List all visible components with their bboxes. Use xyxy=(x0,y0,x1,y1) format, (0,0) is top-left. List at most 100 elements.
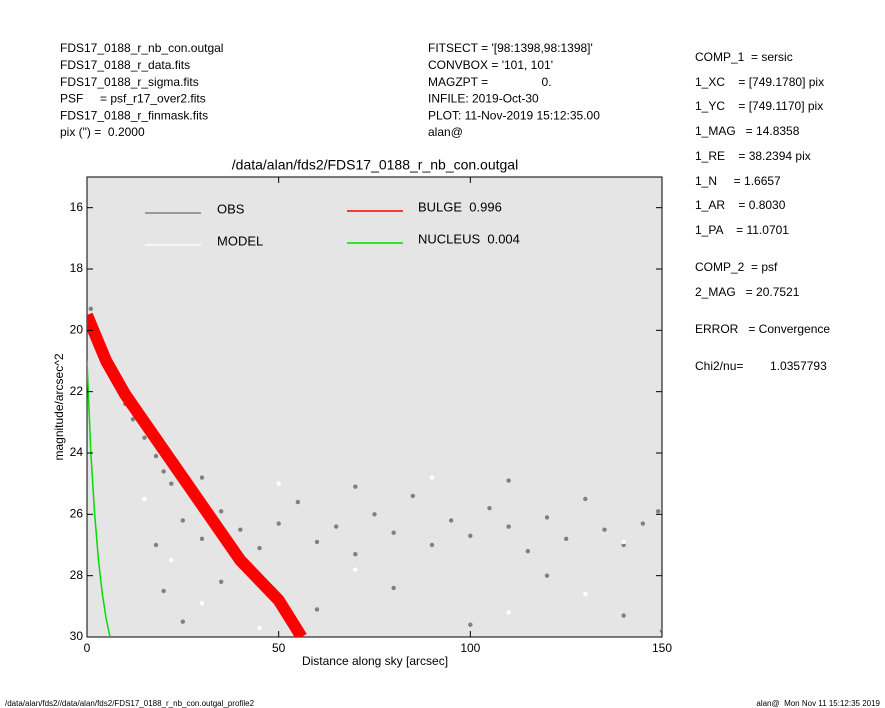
plot-area xyxy=(86,176,663,638)
data-point xyxy=(199,475,205,480)
header-left-line: FDS17_0188_r_nb_con.outgal xyxy=(60,41,223,55)
data-point xyxy=(199,536,205,542)
header-left-line: PSF = psf_r17_over2.fits xyxy=(60,92,206,106)
footer-right: alan@ Mon Nov 11 15:12:35 2019 xyxy=(756,699,880,708)
data-point xyxy=(563,536,569,542)
data-point xyxy=(506,478,511,483)
data-point xyxy=(525,548,531,554)
data-point xyxy=(257,545,262,551)
data-point xyxy=(161,469,166,474)
y-tick-label: 26 xyxy=(70,507,84,521)
data-point xyxy=(602,527,607,532)
data-point xyxy=(314,607,320,612)
data-point xyxy=(621,613,626,618)
y-tick-label: 30 xyxy=(70,629,84,643)
data-point xyxy=(391,585,396,591)
data-point xyxy=(295,499,301,505)
chart-title: /data/alan/fds2/FDS17_0188_r_nb_con.outg… xyxy=(232,157,518,173)
header-left-line: FDS17_0188_r_data.fits xyxy=(60,58,190,72)
fit-parameter: 1_N = 1.6657 xyxy=(695,174,781,188)
data-point xyxy=(506,524,511,529)
legend-label: MODEL xyxy=(217,233,263,248)
model-band xyxy=(87,312,307,637)
data-point xyxy=(161,588,166,594)
data-point xyxy=(468,533,473,538)
fit-parameter: 1_PA = 11.0701 xyxy=(695,223,789,237)
fit-parameter: COMP_2 = psf xyxy=(695,260,778,274)
fit-parameter: 1_XC = [749.1780] pix xyxy=(695,75,824,89)
data-point xyxy=(199,601,205,606)
fit-parameter: 2_MAG = 20.7521 xyxy=(695,285,800,299)
data-point xyxy=(353,552,358,557)
data-point xyxy=(544,573,550,578)
data-point xyxy=(640,521,646,526)
data-point xyxy=(506,610,511,615)
data-point xyxy=(238,527,243,532)
data-point xyxy=(180,619,186,624)
header-left-line: pix (") = 0.2000 xyxy=(60,125,145,139)
y-tick-label: 18 xyxy=(70,261,84,275)
data-point xyxy=(410,493,416,499)
x-tick-label: 100 xyxy=(460,641,480,655)
data-point xyxy=(218,509,224,514)
data-point xyxy=(257,625,262,630)
data-point xyxy=(429,542,435,548)
header-middle-line: CONVBOX = '101, 101' xyxy=(428,58,553,72)
legend-label: BULGE 0.996 xyxy=(418,199,502,214)
header-left-line: FDS17_0188_r_finmask.fits xyxy=(60,108,208,122)
x-tick-label: 0 xyxy=(84,641,91,655)
data-point xyxy=(130,417,136,422)
y-tick-label: 28 xyxy=(70,568,84,582)
y-axis-label: magnitude/arcsec^2 xyxy=(52,353,66,460)
header-middle-line: alan@ xyxy=(428,125,463,139)
data-point xyxy=(621,539,626,545)
x-tick-label: 150 xyxy=(652,641,672,655)
y-tick-label: 16 xyxy=(70,200,84,214)
data-point xyxy=(448,518,454,523)
fit-parameter: 1_YC = [749.1170] pix xyxy=(695,99,823,113)
y-tick-label: 20 xyxy=(70,323,84,337)
fit-parameter: ERROR = Convergence xyxy=(695,322,830,336)
header-middle-line: FITSECT = '[98:1398,98:1398]' xyxy=(428,41,593,55)
data-point xyxy=(583,496,588,502)
data-point xyxy=(218,579,224,584)
fit-parameter: 1_RE = 38.2394 pix xyxy=(695,149,811,163)
data-point xyxy=(655,509,661,514)
data-point xyxy=(180,518,186,523)
footer-left: /data/alan/fds2//data/alan/fds2/FDS17_01… xyxy=(5,699,255,708)
header-middle-line: INFILE: 2019-Oct-30 xyxy=(428,92,539,106)
header-left-line: FDS17_0188_r_sigma.fits xyxy=(60,75,199,89)
data-point xyxy=(372,512,377,517)
fit-parameter: 1_AR = 0.8030 xyxy=(695,198,786,212)
fit-parameter: 1_MAG = 14.8358 xyxy=(695,124,800,138)
data-point xyxy=(153,453,159,459)
data-point xyxy=(153,542,159,548)
plot-marks xyxy=(87,306,662,637)
data-point xyxy=(353,484,358,489)
data-point xyxy=(468,622,473,627)
header-middle-line: MAGZPT = 0. xyxy=(428,75,551,89)
data-point xyxy=(659,628,662,634)
data-point xyxy=(544,515,550,520)
data-point xyxy=(487,506,492,511)
data-point xyxy=(88,306,94,312)
data-point xyxy=(429,475,435,480)
legend-label: NUCLEUS 0.004 xyxy=(418,231,520,246)
legend-label: OBS xyxy=(217,201,245,216)
data-point xyxy=(314,539,320,545)
data-point xyxy=(391,530,396,535)
fit-parameter: COMP_1 = sersic xyxy=(695,50,793,64)
data-point xyxy=(142,496,147,502)
data-point xyxy=(142,435,147,440)
x-axis-label: Distance along sky [arcsec] xyxy=(302,654,448,668)
data-point xyxy=(276,481,281,486)
data-point xyxy=(169,558,174,563)
y-tick-label: 22 xyxy=(70,384,84,398)
data-point xyxy=(333,524,339,529)
header-middle-line: PLOT: 11-Nov-2019 15:12:35.00 xyxy=(428,108,600,122)
x-tick-label: 50 xyxy=(272,641,286,655)
data-point xyxy=(583,591,588,597)
data-point xyxy=(169,481,174,486)
data-point xyxy=(621,542,626,548)
data-point xyxy=(353,567,358,572)
